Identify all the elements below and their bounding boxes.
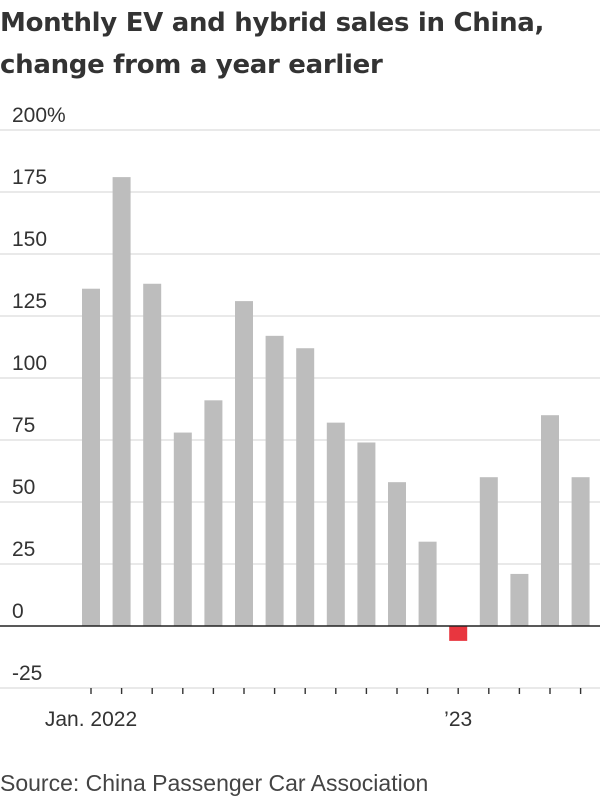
y-tick-label: 75 xyxy=(12,414,35,437)
x-ticks xyxy=(90,688,582,694)
y-tick-label: 50 xyxy=(12,476,35,499)
bars xyxy=(82,177,590,641)
bar xyxy=(479,477,498,626)
y-tick-label: 200% xyxy=(12,104,66,127)
bar xyxy=(204,400,223,626)
bar xyxy=(326,422,345,626)
y-tick-label: -25 xyxy=(12,662,42,685)
bar xyxy=(173,432,192,626)
y-tick-label: 175 xyxy=(12,166,47,189)
x-tick-label: ’23 xyxy=(444,708,472,731)
bar xyxy=(265,335,284,626)
y-tick-label: 25 xyxy=(12,538,35,561)
bar xyxy=(143,283,162,626)
source-note: Source: China Passenger Car Association xyxy=(0,770,429,796)
bar xyxy=(571,477,590,626)
bar xyxy=(235,301,253,626)
chart-title: Monthly EV and hybrid sales in China, ch… xyxy=(0,2,598,86)
y-tick-label: 100 xyxy=(12,352,47,375)
bar xyxy=(296,348,315,626)
chart-title-line-1: Monthly EV and hybrid sales in China, xyxy=(0,8,545,38)
y-tick-label: 125 xyxy=(12,290,47,313)
bar xyxy=(388,482,406,626)
chart-title-line-2: change from a year earlier xyxy=(0,50,383,80)
y-tick-label: 150 xyxy=(12,228,47,251)
x-tick-label: Jan. 2022 xyxy=(45,708,137,731)
x-tick-labels: Jan. 2022 ’23 xyxy=(45,708,472,731)
bar xyxy=(82,288,100,626)
bar xyxy=(541,415,559,626)
bar xyxy=(449,626,468,641)
bar-chart: 200% 175 150 125 100 75 50 25 0 -25 Jan. 2022 ’23 xyxy=(0,104,600,731)
bar xyxy=(418,541,437,626)
y-tick-labels: 200% 175 150 125 100 75 50 25 0 -25 xyxy=(12,104,66,685)
bar xyxy=(510,573,529,626)
bar xyxy=(112,177,131,626)
bar xyxy=(357,442,376,626)
y-tick-label: 0 xyxy=(12,600,24,623)
